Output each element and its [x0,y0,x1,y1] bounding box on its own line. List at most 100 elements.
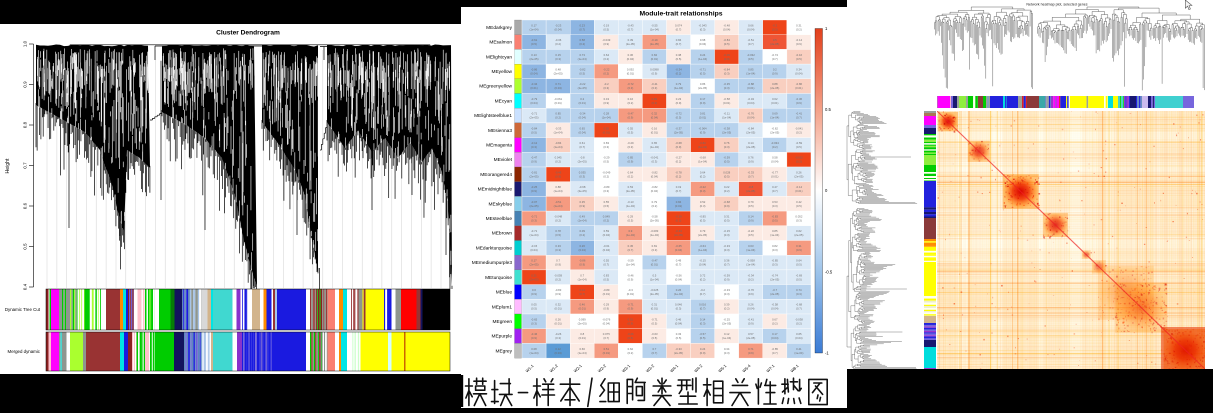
svg-text:Cluster Dendrogram: Cluster Dendrogram [216,30,280,37]
svg-text:(2e-05): (2e-05) [722,321,731,325]
svg-text:0.7: 0.7 [652,347,656,351]
svg-text:(0.2): (0.2) [603,219,609,223]
svg-text:Merged dynamic: Merged dynamic [8,349,41,354]
svg-text:0.39: 0.39 [628,38,634,42]
svg-text:-0.25: -0.25 [724,317,731,321]
svg-text:(0.04): (0.04) [530,248,537,252]
svg-text:0.48: 0.48 [555,68,561,72]
svg-text:0.55: 0.55 [604,126,610,130]
svg-text:(0.5): (0.5) [772,219,778,223]
svg-text:0.49: 0.49 [579,215,585,219]
svg-text:(0.2): (0.2) [772,145,778,149]
svg-text:-0.07: -0.07 [531,200,538,204]
svg-text:(2e-05): (2e-05) [698,86,707,90]
svg-text:(0.04): (0.04) [771,307,778,311]
svg-text:(0.3): (0.3) [700,204,706,208]
svg-text:(0.7): (0.7) [579,292,585,296]
svg-text:-0.025: -0.025 [650,288,658,292]
svg-text:0.099: 0.099 [579,317,586,321]
svg-text:-0.86: -0.86 [531,68,538,72]
svg-text:(0.9): (0.9) [628,277,634,281]
svg-text:(1e-04): (1e-04) [626,233,635,237]
svg-text:-0.2: -0.2 [700,288,705,292]
svg-text:0.17: 0.17 [772,332,778,336]
svg-text:(0.9): (0.9) [628,321,634,325]
svg-text:(0.9): (0.9) [579,204,585,208]
svg-text:0.83: 0.83 [604,273,610,277]
svg-text:Network heatmap plot, selected: Network heatmap plot, selected genes [1026,3,1087,7]
svg-text:(0.2): (0.2) [555,160,561,164]
svg-text:MEgreenyellow: MEgreenyellow [479,84,512,90]
svg-text:-0.68: -0.68 [675,141,682,145]
svg-text:0.43: 0.43 [604,97,610,101]
svg-text:(0.01): (0.01) [554,101,561,105]
svg-text:0.63: 0.63 [748,244,754,248]
svg-text:(2e-05): (2e-05) [722,130,731,134]
svg-text:0.31: 0.31 [724,215,730,219]
svg-text:(0.5): (0.5) [603,204,609,208]
svg-text:MEmediumpurple3: MEmediumpurple3 [472,260,513,266]
svg-text:0.81: 0.81 [700,112,706,116]
svg-text:(0.7): (0.7) [772,57,778,61]
svg-text:-0.61: -0.61 [531,38,538,42]
svg-text:0.39: 0.39 [724,303,730,307]
svg-text:(1e-04): (1e-04) [698,145,707,149]
svg-text:(0.04): (0.04) [747,101,754,105]
svg-text:(1e-04): (1e-04) [746,248,755,252]
svg-text:(0.04): (0.04) [675,277,682,281]
svg-text:(1e-04): (1e-04) [770,116,779,120]
svg-text:0.035: 0.035 [579,170,586,174]
svg-text:MElightcyan: MElightcyan [486,54,512,60]
svg-text:(0.9): (0.9) [676,145,682,149]
svg-text:(0.7): (0.7) [628,27,634,31]
svg-text:(1e-04): (1e-04) [578,219,587,223]
svg-text:-0.041: -0.041 [795,126,803,130]
svg-text:-0.22: -0.22 [603,68,610,72]
svg-text:0.55: 0.55 [604,259,610,263]
svg-text:(0.2): (0.2) [628,174,634,178]
svg-text:(2e-05): (2e-05) [626,189,635,193]
svg-text:(0.7): (0.7) [748,174,754,178]
svg-text:W4-1: W4-1 [669,363,680,374]
svg-text:-0.68: -0.68 [796,303,803,307]
svg-text:(0.3): (0.3) [772,248,778,252]
svg-text:(0.01): (0.01) [795,189,802,193]
svg-text:-0.84: -0.84 [748,126,755,130]
svg-text:0.28: 0.28 [604,112,610,116]
svg-text:-0.65: -0.65 [531,317,538,321]
svg-text:0.23: 0.23 [676,97,682,101]
svg-text:0.84: 0.84 [676,38,682,42]
svg-text:W4-2: W4-2 [693,363,704,374]
svg-text:0.17: 0.17 [700,97,706,101]
svg-text:(0.2): (0.2) [748,277,754,281]
svg-text:0.86: 0.86 [700,82,706,86]
svg-text:(0.2): (0.2) [700,174,706,178]
svg-text:-0.47: -0.47 [651,259,658,263]
svg-text:(0.3): (0.3) [603,189,609,193]
svg-text:(0.5): (0.5) [700,72,706,76]
svg-text:0.84: 0.84 [652,53,658,57]
svg-text:(0.04): (0.04) [651,174,658,178]
svg-text:-0.71: -0.71 [531,112,538,116]
svg-text:(0.3): (0.3) [700,321,706,325]
svg-text:-0.059: -0.059 [554,273,562,277]
svg-text:0.85: 0.85 [748,68,754,72]
svg-text:(0.7): (0.7) [796,116,802,120]
svg-text:-0.083: -0.083 [650,229,658,233]
svg-text:(0.5): (0.5) [652,321,658,325]
svg-text:0.14: 0.14 [748,215,754,219]
svg-text:(0.2): (0.2) [652,204,658,208]
svg-text:0.73: 0.73 [579,53,585,57]
svg-text:-0.022: -0.022 [795,156,803,160]
svg-text:0.59: 0.59 [604,229,610,233]
svg-text:(0.04): (0.04) [530,101,537,105]
svg-text:-0.62: -0.62 [772,126,779,130]
svg-text:-0.33: -0.33 [724,288,731,292]
svg-text:(0.01): (0.01) [675,204,682,208]
svg-text:0.24: 0.24 [700,347,706,351]
svg-text:(2e-05): (2e-05) [578,189,587,193]
svg-text:(0.5): (0.5) [603,277,609,281]
svg-text:(2e-05): (2e-05) [529,263,538,267]
svg-text:0.61: 0.61 [579,141,585,145]
svg-text:0.29: 0.29 [604,303,610,307]
